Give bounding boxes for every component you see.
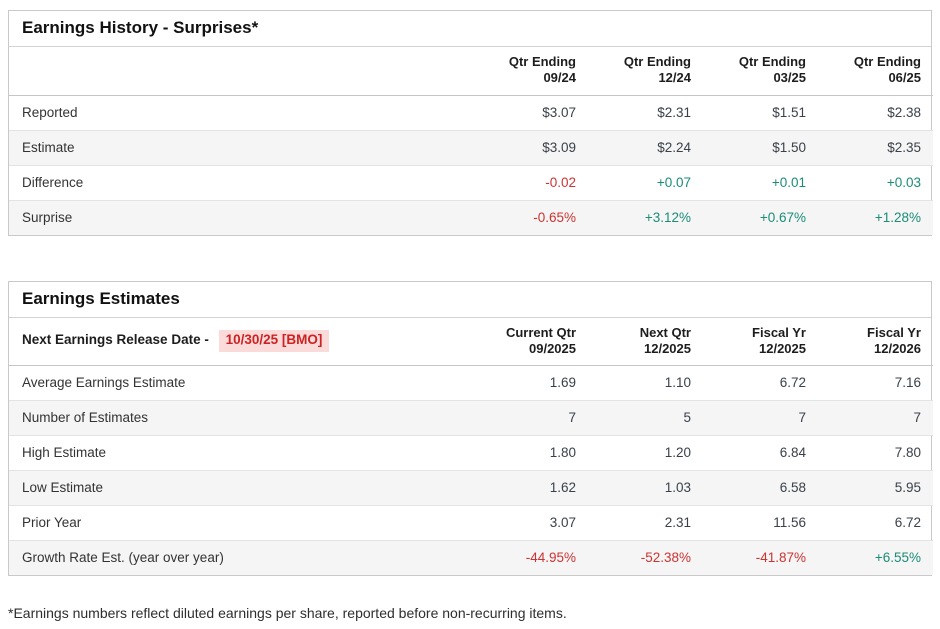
release-date-label: Next Earnings Release Date - xyxy=(22,331,209,347)
cell-positive: +0.07 xyxy=(588,164,703,200)
column-header-line2: 12/24 xyxy=(658,70,691,86)
cell: 6.58 xyxy=(703,470,818,506)
table-row-difference: Difference -0.02 +0.07 +0.01 +0.03 xyxy=(9,164,933,200)
cell: 6.72 xyxy=(818,505,933,541)
next-earnings-release-cell: Next Earnings Release Date - 10/30/25 [B… xyxy=(9,317,473,366)
column-header-line1: Qtr Ending xyxy=(853,54,921,69)
row-label: Estimate xyxy=(9,129,473,165)
cell: 1.69 xyxy=(549,375,576,390)
release-date-badge: 10/30/25 [BMO] xyxy=(218,329,330,352)
row-label: Growth Rate Est. (year over year) xyxy=(9,540,473,575)
cell: 7.80 xyxy=(818,435,933,471)
cell: 7 xyxy=(703,400,818,436)
cell-positive: +0.67% xyxy=(703,199,818,235)
table-row-number-of-estimates: Number of Estimates 7 5 7 7 xyxy=(9,400,933,436)
earnings-history-title: Earnings History - Surprises* xyxy=(9,11,931,47)
column-header-line1: Current Qtr xyxy=(505,324,576,340)
column-header-line2: 03/25 xyxy=(773,70,806,86)
cell: 1.20 xyxy=(588,435,703,471)
cell-positive: +0.01 xyxy=(703,164,818,200)
table-row-growth-rate: Growth Rate Est. (year over year) -44.95… xyxy=(9,540,933,575)
column-header-next-qtr: Next Qtr 12/2025 xyxy=(588,317,703,366)
column-header-line2: 12/2026 xyxy=(874,340,921,356)
column-header-line1: Fiscal Yr xyxy=(752,324,806,340)
row-label: Number of Estimates xyxy=(9,400,473,436)
row-label: High Estimate xyxy=(9,435,473,471)
cell: $1.50 xyxy=(703,129,818,165)
table-row-average-estimate: Average Earnings Estimate 1.69 1.10 6.72… xyxy=(9,366,933,401)
cell: 7.16 xyxy=(894,375,921,390)
cell: $3.09 xyxy=(473,129,588,165)
column-header-line1: Fiscal Yr xyxy=(867,324,921,340)
column-header-qtr-0924: Qtr Ending 09/24 xyxy=(473,47,588,96)
column-header-line1: Qtr Ending xyxy=(623,54,691,69)
column-header-line1: Qtr Ending xyxy=(738,54,806,69)
earnings-footnote: *Earnings numbers reflect diluted earnin… xyxy=(8,605,567,621)
cell: 5 xyxy=(588,400,703,436)
cell-positive: +1.28% xyxy=(818,199,933,235)
row-label: Surprise xyxy=(9,199,473,235)
cell: 1.80 xyxy=(473,435,588,471)
column-header-qtr-1224: Qtr Ending 12/24 xyxy=(588,47,703,96)
cell: $1.51 xyxy=(772,104,806,120)
column-header-line2: 09/2025 xyxy=(529,340,576,356)
row-label: Difference xyxy=(9,164,473,200)
earnings-estimates-title: Earnings Estimates xyxy=(9,282,931,318)
column-header-qtr-0625: Qtr Ending 06/25 xyxy=(818,47,933,96)
cell-negative: -52.38% xyxy=(588,540,703,575)
cell-negative: -41.87% xyxy=(703,540,818,575)
cell: $2.31 xyxy=(657,104,691,120)
cell-positive: +0.03 xyxy=(818,164,933,200)
earnings-history-header-row: Qtr Ending 09/24 Qtr Ending 12/24 Qtr En… xyxy=(9,47,933,96)
row-label: Prior Year xyxy=(9,505,473,541)
column-header-line2: 12/2025 xyxy=(759,340,806,356)
earnings-estimates-header-row: Next Earnings Release Date - 10/30/25 [B… xyxy=(9,317,933,366)
column-header-line2: 06/25 xyxy=(888,70,921,86)
cell: 5.95 xyxy=(818,470,933,506)
column-header-fiscal-yr-2025: Fiscal Yr 12/2025 xyxy=(703,317,818,366)
earnings-history-table: Qtr Ending 09/24 Qtr Ending 12/24 Qtr En… xyxy=(9,47,933,235)
column-header-line1: Next Qtr xyxy=(639,324,691,340)
cell: 1.10 xyxy=(664,375,691,390)
row-label: Low Estimate xyxy=(9,470,473,506)
table-row-prior-year: Prior Year 3.07 2.31 11.56 6.72 xyxy=(9,505,933,541)
column-header-fiscal-yr-2026: Fiscal Yr 12/2026 xyxy=(818,317,933,366)
cell: 7 xyxy=(818,400,933,436)
column-header-current-qtr: Current Qtr 09/2025 xyxy=(473,317,588,366)
table-row-surprise: Surprise -0.65% +3.12% +0.67% +1.28% xyxy=(9,199,933,235)
cell: $2.24 xyxy=(588,129,703,165)
column-header-line2: 12/2025 xyxy=(644,340,691,356)
cell: 6.84 xyxy=(703,435,818,471)
cell: 3.07 xyxy=(473,505,588,541)
earnings-history-card: Earnings History - Surprises* Qtr Ending… xyxy=(8,10,933,236)
earnings-estimates-table: Next Earnings Release Date - 10/30/25 [B… xyxy=(9,317,933,575)
cell: 1.03 xyxy=(588,470,703,506)
table-row-reported: Reported $3.07 $2.31 $1.51 $2.38 xyxy=(9,95,933,130)
column-header-qtr-0325: Qtr Ending 03/25 xyxy=(703,47,818,96)
table-row-high-estimate: High Estimate 1.80 1.20 6.84 7.80 xyxy=(9,435,933,471)
cell-negative: -0.65% xyxy=(473,199,588,235)
cell: $2.38 xyxy=(887,104,921,120)
cell-negative: -44.95% xyxy=(473,540,588,575)
cell: $2.35 xyxy=(818,129,933,165)
row-label: Reported xyxy=(22,104,78,120)
column-header-line1: Qtr Ending xyxy=(508,54,576,69)
earnings-page: Earnings History - Surprises* Qtr Ending… xyxy=(0,10,940,629)
cell: $3.07 xyxy=(542,104,576,120)
cell-positive: +3.12% xyxy=(588,199,703,235)
cell: 1.62 xyxy=(473,470,588,506)
row-label: Average Earnings Estimate xyxy=(22,375,186,390)
cell: 6.72 xyxy=(779,375,806,390)
cell-positive: +6.55% xyxy=(818,540,933,575)
empty-header-cell xyxy=(9,47,473,96)
cell-negative: -0.02 xyxy=(473,164,588,200)
table-row-estimate: Estimate $3.09 $2.24 $1.50 $2.35 xyxy=(9,129,933,165)
table-row-low-estimate: Low Estimate 1.62 1.03 6.58 5.95 xyxy=(9,470,933,506)
cell: 7 xyxy=(473,400,588,436)
cell: 2.31 xyxy=(588,505,703,541)
column-header-line2: 09/24 xyxy=(543,70,576,86)
cell: 11.56 xyxy=(703,505,818,541)
earnings-estimates-card: Earnings Estimates Next Earnings Release… xyxy=(8,280,933,576)
